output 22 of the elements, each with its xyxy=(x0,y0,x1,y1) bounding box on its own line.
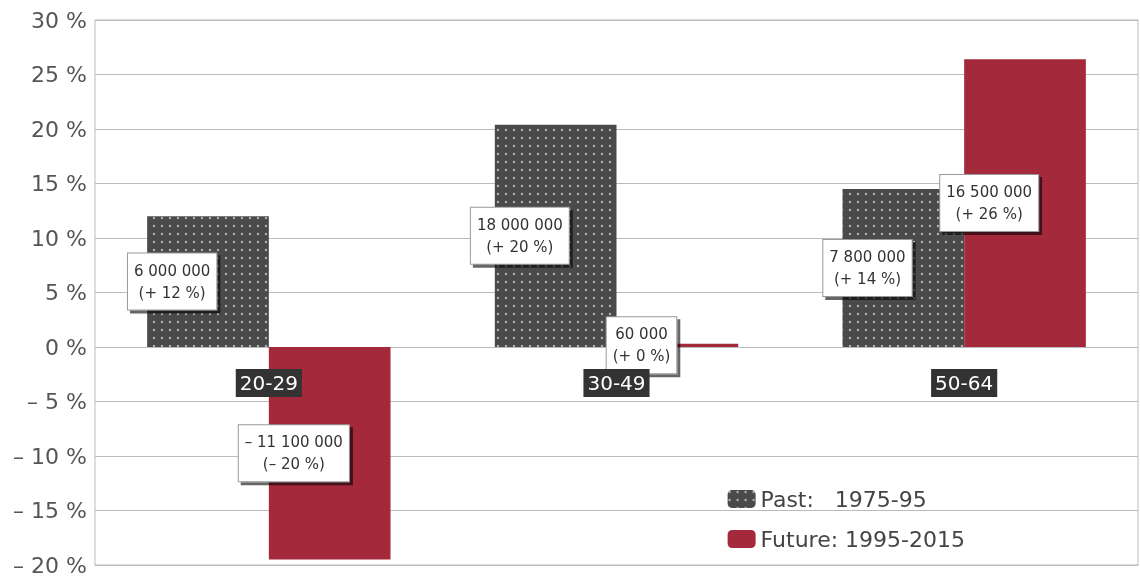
y-tick-label: – 5 % xyxy=(27,389,87,414)
y-tick-label: 25 % xyxy=(31,62,87,87)
legend-label: Past: 1975-95 xyxy=(760,486,927,512)
y-tick-label: – 15 % xyxy=(13,498,87,523)
x-tick-label: 50-64 xyxy=(935,371,994,395)
data-label: 16 500 000 (+ 26 %) xyxy=(946,183,1033,224)
data-label: 60 000 (+ 0 %) xyxy=(612,325,671,366)
x-tick-label: 30-49 xyxy=(587,371,646,395)
y-tick-label: 15 % xyxy=(31,171,87,196)
legend-label: Future: 1995-2015 xyxy=(760,526,966,552)
data-label: – 11 100 000 (– 20 %) xyxy=(244,433,343,474)
y-tick-label: 10 % xyxy=(31,225,87,251)
y-tick-label: – 20 % xyxy=(13,552,87,578)
y-tick-label: 20 % xyxy=(31,116,87,142)
y-tick-label: 0 % xyxy=(45,334,87,360)
y-tick-label: 5 % xyxy=(45,280,87,305)
x-tick-label: 20-29 xyxy=(239,371,298,395)
data-label: 7 800 000 (+ 14 %) xyxy=(829,247,906,288)
data-label: 6 000 000 (+ 12 %) xyxy=(133,261,211,302)
y-tick-label: – 10 % xyxy=(13,443,87,469)
y-tick-label: 30 % xyxy=(31,7,87,33)
data-label: 18 000 000 (+ 20 %) xyxy=(476,215,563,256)
